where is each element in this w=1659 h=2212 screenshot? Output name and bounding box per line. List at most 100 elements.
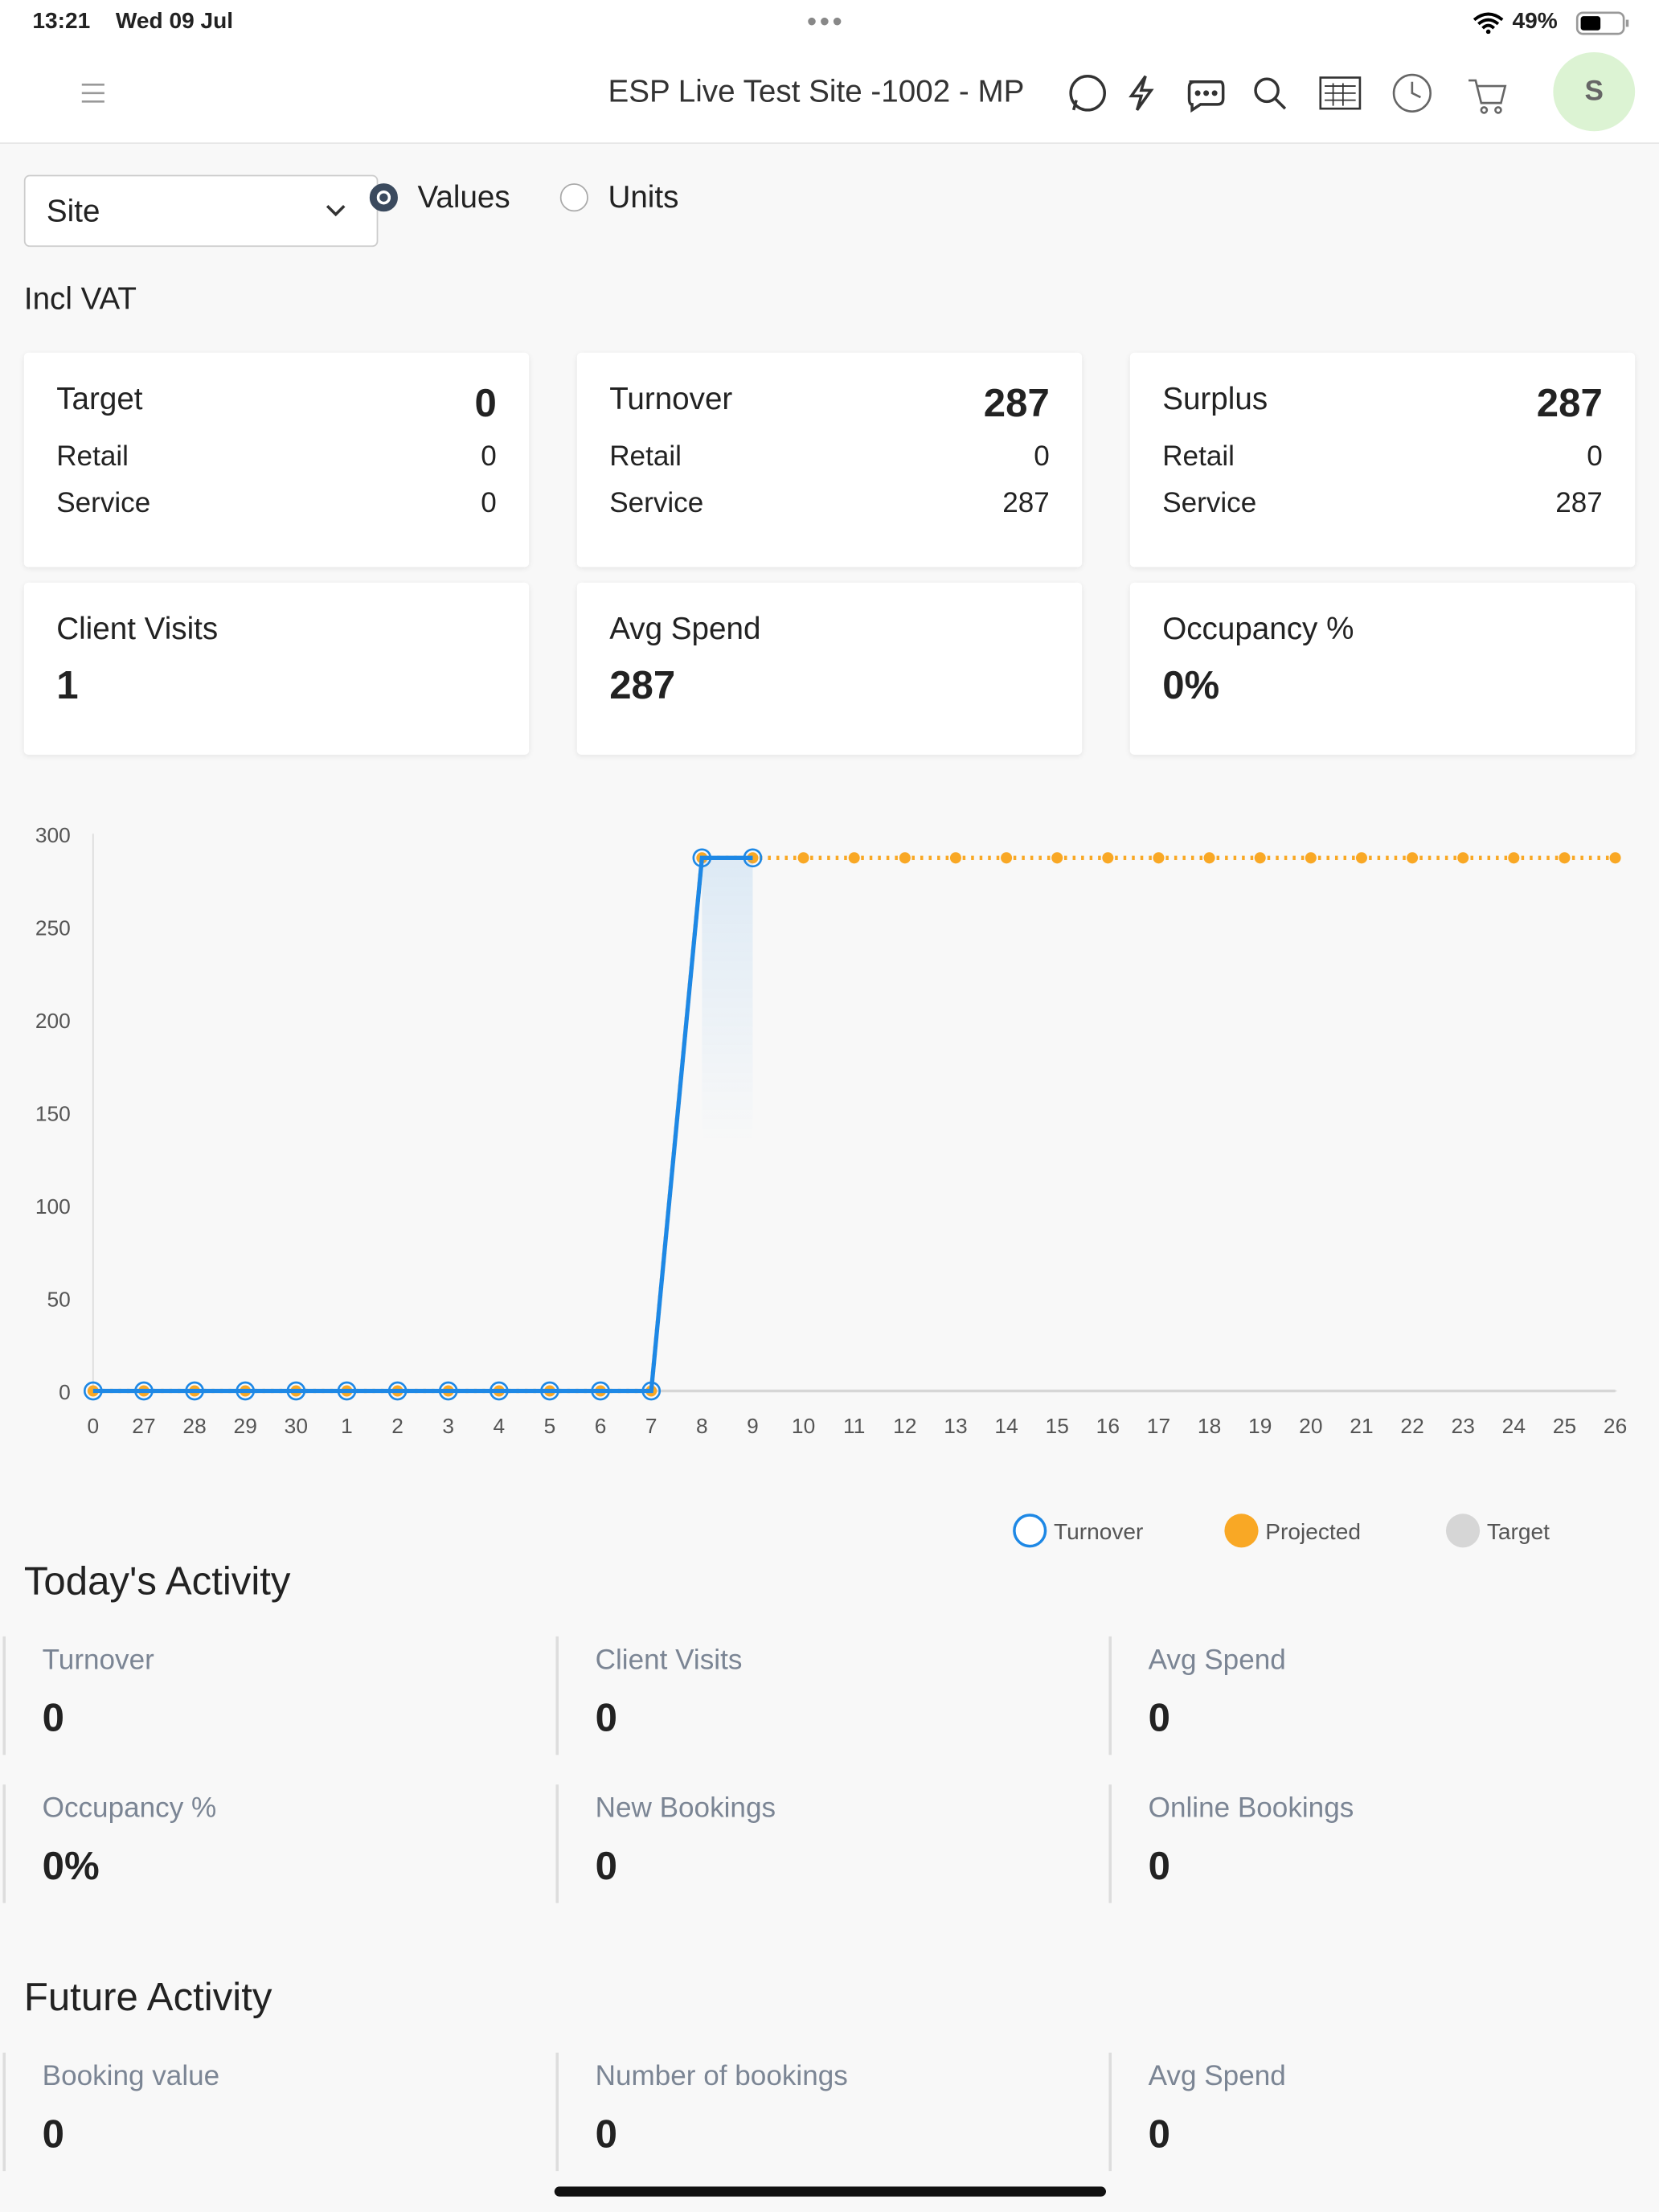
data-point	[1407, 852, 1419, 864]
data-point	[1305, 852, 1317, 864]
data-point	[1355, 852, 1367, 864]
y-tick-label: 300	[35, 823, 71, 847]
x-tick-label: 15	[1046, 1414, 1069, 1438]
summary-card: Client Visits 1	[23, 582, 530, 755]
x-tick-label: 14	[994, 1414, 1018, 1438]
messages-button[interactable]	[1187, 80, 1225, 113]
card-value: 287	[1536, 380, 1603, 425]
data-point	[848, 852, 860, 864]
tile-label: Booking value	[42, 2061, 220, 2092]
battery-icon	[1575, 11, 1629, 35]
site-dropdown[interactable]: Site	[23, 174, 379, 248]
card-value: 1	[56, 662, 79, 707]
card-row-label: Retail	[56, 441, 129, 473]
x-tick-label: 10	[792, 1414, 815, 1438]
history-button[interactable]	[1392, 73, 1432, 113]
summary-card: Turnover 287 Retail 0 Service 287	[576, 352, 1083, 567]
battery-level: 49%	[1512, 10, 1558, 35]
card-value: 0%	[1162, 662, 1220, 707]
activity-tile: Number of bookings 0	[555, 2052, 1095, 2172]
activity-tile: Turnover 0	[2, 1636, 542, 1755]
series-line	[92, 855, 1616, 1394]
menu-button[interactable]	[79, 82, 107, 104]
data-point	[87, 1385, 99, 1397]
status-date: Wed 09 Jul	[115, 10, 234, 35]
home-indicator	[554, 2186, 1106, 2197]
card-value: 287	[609, 662, 676, 707]
data-point	[1457, 852, 1469, 864]
activity-tile: Client Visits 0	[555, 1636, 1095, 1755]
data-point	[1203, 852, 1215, 864]
x-tick-label: 8	[696, 1414, 708, 1438]
data-point	[1559, 852, 1571, 864]
card-value: 0	[474, 380, 497, 425]
top-bar: 13:21 Wed 09 Jul ••• 49% ESP Live Test S…	[0, 0, 1659, 145]
area-fill	[702, 858, 753, 1143]
tile-label: Avg Spend	[1148, 1645, 1286, 1677]
data-point	[949, 852, 961, 864]
y-tick-label: 150	[35, 1101, 71, 1125]
quick-action-button[interactable]	[1129, 75, 1154, 111]
data-point	[1001, 852, 1013, 864]
x-tick-label: 25	[1553, 1414, 1576, 1438]
legend-item: Target	[1445, 1514, 1550, 1548]
x-tick-label: 17	[1147, 1414, 1170, 1438]
radio-button[interactable]	[369, 183, 398, 212]
data-point	[1609, 852, 1621, 864]
multitask-dots[interactable]: •••	[806, 6, 846, 39]
tile-value: 0	[1148, 2112, 1170, 2156]
x-tick-label: 18	[1198, 1414, 1221, 1438]
card-title: Avg Spend	[609, 610, 761, 646]
calendar-button[interactable]	[1319, 76, 1362, 110]
summary-card: Target 0 Retail 0 Service 0	[23, 352, 530, 567]
tile-value: 0	[42, 2112, 64, 2156]
site-title[interactable]: ESP Live Test Site -1002 - MP	[608, 73, 1025, 109]
data-point	[1102, 852, 1114, 864]
search-button[interactable]	[1254, 77, 1287, 110]
legend-label: Target	[1487, 1519, 1550, 1544]
tile-value: 0%	[42, 1843, 100, 1888]
x-tick-label: 16	[1096, 1414, 1120, 1438]
x-tick-label: 7	[645, 1414, 657, 1438]
whatsapp-button[interactable]	[1069, 75, 1107, 112]
card-title: Surplus	[1162, 380, 1268, 416]
card-row-label: Service	[56, 488, 151, 519]
card-title: Client Visits	[56, 610, 219, 646]
tile-value: 0	[595, 2112, 617, 2156]
y-tick-label: 200	[35, 1009, 71, 1033]
activity-tile: Avg Spend 0	[1108, 2052, 1648, 2172]
x-tick-label: 13	[944, 1414, 967, 1438]
vat-label: Incl VAT	[23, 281, 137, 317]
radio-button[interactable]	[559, 183, 588, 212]
data-point	[286, 1381, 306, 1401]
tile-label: New Bookings	[595, 1792, 776, 1825]
data-point	[236, 1381, 256, 1401]
data-point	[185, 1381, 204, 1401]
data-point	[337, 1381, 357, 1401]
legend-swatch	[1013, 1514, 1047, 1548]
legend-item: Projected	[1224, 1514, 1361, 1548]
x-tick-label: 0	[88, 1414, 100, 1438]
card-row-value: 0	[1034, 441, 1050, 473]
activity-tile: Avg Spend 0	[1108, 1636, 1648, 1755]
x-tick-label: 2	[391, 1414, 403, 1438]
avatar-button[interactable]: S	[1553, 51, 1636, 132]
data-point	[743, 848, 763, 868]
cart-button[interactable]	[1469, 79, 1507, 114]
x-tick-label: 11	[843, 1414, 865, 1438]
card-row-label: Service	[609, 488, 704, 519]
radio-label[interactable]: Units	[608, 178, 679, 215]
tile-label: Online Bookings	[1148, 1792, 1354, 1825]
radio-label[interactable]: Values	[417, 178, 510, 215]
legend-item: Turnover	[1013, 1514, 1143, 1548]
tile-label: Turnover	[42, 1645, 154, 1677]
tile-value: 0	[1148, 1843, 1170, 1888]
card-row-value: 287	[1555, 488, 1603, 519]
data-point	[1254, 852, 1266, 864]
x-tick-label: 29	[234, 1414, 257, 1438]
x-tick-label: 26	[1604, 1414, 1627, 1438]
activity-tile: Occupancy % 0%	[2, 1784, 542, 1903]
data-point	[1051, 852, 1063, 864]
